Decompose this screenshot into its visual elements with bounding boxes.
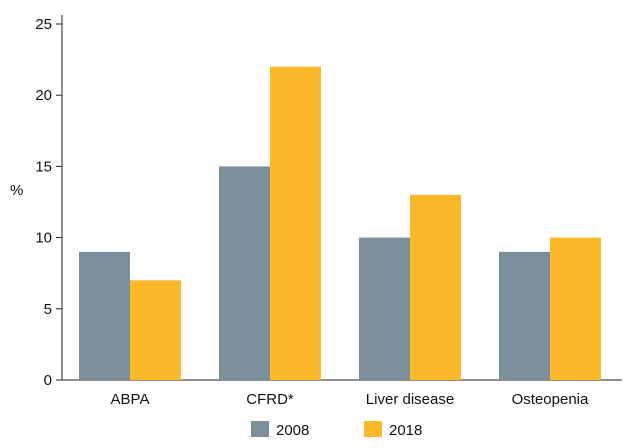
bar-2018-cfrd- (270, 66, 321, 380)
bars (79, 66, 601, 380)
y-axis-label: % (10, 182, 23, 199)
legend-swatch-2008 (251, 421, 269, 437)
x-tick-label: CFRD* (246, 391, 294, 408)
x-tick-label: Osteopenia (512, 391, 589, 408)
y-tick-label: 10 (35, 230, 52, 247)
legend: 2008 2018 (251, 421, 422, 439)
bar-2008-cfrd- (219, 166, 270, 380)
bar-2018-liver-disease (410, 194, 461, 380)
legend-label-2008: 2008 (276, 422, 309, 439)
legend-swatch-2018 (364, 421, 382, 437)
bar-2008-abpa (79, 251, 130, 380)
bar-2008-liver-disease (359, 237, 410, 380)
legend-label-2018: 2018 (389, 422, 422, 439)
y-tick-label: 25 (35, 16, 52, 33)
x-tick-label: Liver disease (366, 391, 454, 408)
bar-2008-osteopenia (499, 251, 550, 380)
bar-2018-abpa (130, 280, 181, 380)
y-ticks: 0 5 10 15 20 25 (35, 16, 62, 389)
y-tick-label: 20 (35, 87, 52, 104)
y-tick-label: 0 (44, 372, 52, 389)
category-labels: ABPA CFRD* Liver disease Osteopenia (111, 391, 589, 408)
x-tick-label: ABPA (111, 391, 150, 408)
y-tick-label: 5 (44, 301, 52, 318)
y-tick-label: 15 (35, 158, 52, 175)
bar-2018-osteopenia (550, 237, 601, 380)
